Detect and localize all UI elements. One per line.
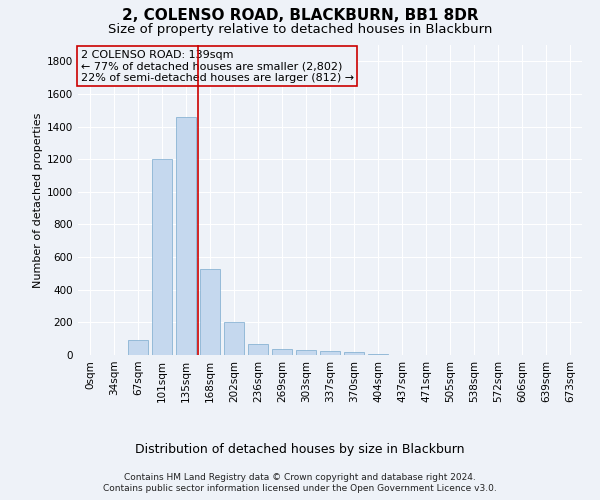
Bar bbox=[152, 159, 172, 355]
Bar bbox=[320, 351, 340, 355]
Bar bbox=[176, 117, 196, 355]
Bar bbox=[200, 268, 220, 355]
Bar bbox=[224, 322, 244, 355]
Text: Size of property relative to detached houses in Blackburn: Size of property relative to detached ho… bbox=[108, 22, 492, 36]
Bar bbox=[248, 344, 268, 355]
Bar bbox=[296, 350, 316, 355]
Text: Distribution of detached houses by size in Blackburn: Distribution of detached houses by size … bbox=[135, 442, 465, 456]
Bar bbox=[272, 349, 292, 355]
Y-axis label: Number of detached properties: Number of detached properties bbox=[33, 112, 43, 288]
Text: Contains public sector information licensed under the Open Government Licence v3: Contains public sector information licen… bbox=[103, 484, 497, 493]
Text: 2, COLENSO ROAD, BLACKBURN, BB1 8DR: 2, COLENSO ROAD, BLACKBURN, BB1 8DR bbox=[122, 8, 478, 22]
Bar bbox=[344, 352, 364, 355]
Text: Contains HM Land Registry data © Crown copyright and database right 2024.: Contains HM Land Registry data © Crown c… bbox=[124, 472, 476, 482]
Bar bbox=[368, 354, 388, 355]
Text: 2 COLENSO ROAD: 139sqm
← 77% of detached houses are smaller (2,802)
22% of semi-: 2 COLENSO ROAD: 139sqm ← 77% of detached… bbox=[80, 50, 353, 83]
Bar bbox=[128, 340, 148, 355]
